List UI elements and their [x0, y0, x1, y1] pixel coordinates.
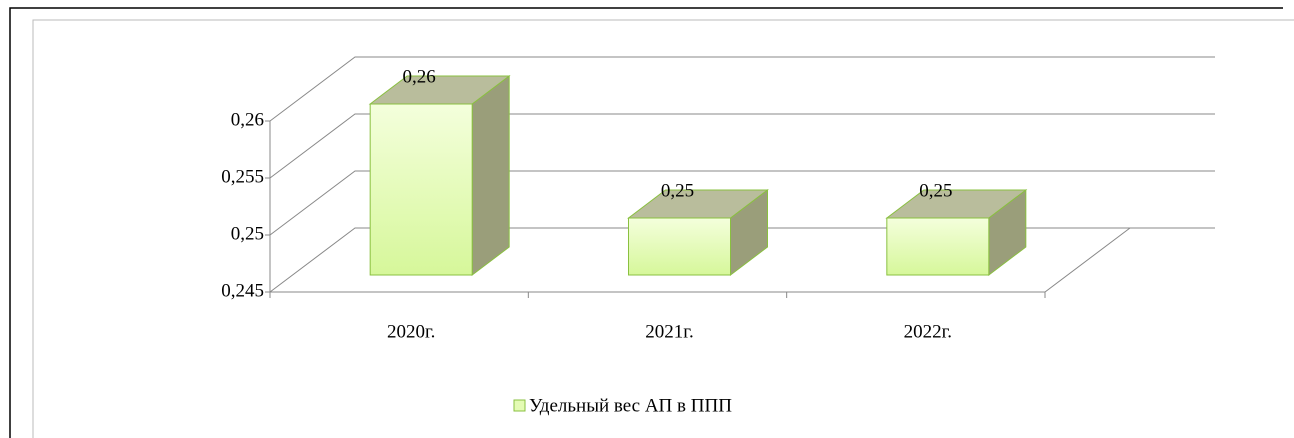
x-tick-label: 2022г. [904, 321, 952, 342]
data-label: 0,25 [919, 180, 952, 201]
data-label: 0,26 [403, 66, 436, 87]
grid-line [269, 170, 1215, 236]
bar [628, 217, 731, 276]
outer-frame [9, 7, 1283, 438]
legend-label: Удельный вес АП в ППП [529, 395, 732, 416]
x-tick-label: 2020г. [387, 321, 435, 342]
bar [886, 217, 990, 276]
bar-side [471, 74, 510, 277]
y-tick-label: 0,25 [231, 223, 264, 244]
y-tick-label: 0,245 [221, 280, 264, 301]
data-label: 0,25 [661, 180, 694, 201]
y-tick-label: 0,26 [231, 109, 264, 130]
y-tick-label: 0,255 [221, 166, 264, 187]
bar [369, 103, 473, 276]
inner-frame [32, 19, 1294, 438]
grid-line [269, 56, 1215, 122]
x-tick-label: 2021г. [645, 321, 693, 342]
legend-swatch [513, 399, 526, 412]
grid-line [269, 113, 1215, 179]
